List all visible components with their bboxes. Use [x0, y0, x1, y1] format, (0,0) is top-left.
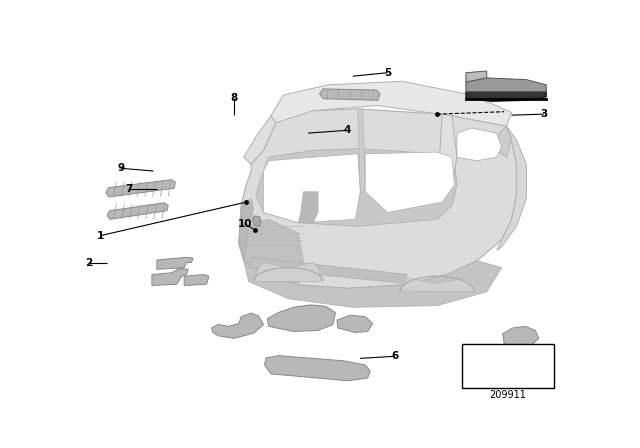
- Text: 2: 2: [85, 258, 93, 268]
- Polygon shape: [152, 268, 188, 285]
- Polygon shape: [239, 198, 253, 261]
- Polygon shape: [457, 128, 502, 161]
- Polygon shape: [271, 82, 511, 126]
- Polygon shape: [255, 263, 322, 281]
- Polygon shape: [298, 192, 318, 223]
- Text: 9: 9: [117, 163, 124, 173]
- Polygon shape: [244, 220, 303, 285]
- Text: 10: 10: [237, 219, 252, 229]
- Polygon shape: [319, 89, 380, 100]
- Text: 6: 6: [391, 351, 399, 361]
- Polygon shape: [268, 305, 335, 332]
- Polygon shape: [502, 326, 539, 348]
- Polygon shape: [358, 109, 365, 192]
- Polygon shape: [337, 315, 372, 332]
- Polygon shape: [239, 109, 516, 289]
- Polygon shape: [466, 78, 547, 92]
- Bar: [462, 344, 554, 388]
- Text: 5: 5: [384, 68, 391, 78]
- Text: 8: 8: [230, 93, 237, 103]
- Polygon shape: [184, 275, 209, 285]
- Text: 209911: 209911: [490, 390, 526, 400]
- Polygon shape: [252, 216, 261, 226]
- Polygon shape: [211, 313, 264, 338]
- Polygon shape: [108, 203, 168, 220]
- Polygon shape: [264, 154, 360, 223]
- Polygon shape: [256, 149, 457, 226]
- Polygon shape: [157, 257, 193, 269]
- Polygon shape: [365, 152, 454, 212]
- Polygon shape: [264, 356, 370, 381]
- Text: 4: 4: [343, 125, 351, 135]
- Text: 7: 7: [125, 184, 132, 194]
- Polygon shape: [244, 261, 502, 307]
- Polygon shape: [249, 257, 408, 283]
- Text: 1: 1: [97, 231, 104, 241]
- Text: 3: 3: [540, 109, 547, 119]
- Polygon shape: [106, 180, 175, 197]
- Polygon shape: [466, 71, 486, 82]
- Polygon shape: [497, 126, 511, 157]
- Polygon shape: [497, 126, 527, 250]
- Polygon shape: [401, 278, 474, 292]
- Polygon shape: [244, 116, 276, 164]
- Polygon shape: [466, 92, 547, 101]
- Polygon shape: [440, 114, 457, 185]
